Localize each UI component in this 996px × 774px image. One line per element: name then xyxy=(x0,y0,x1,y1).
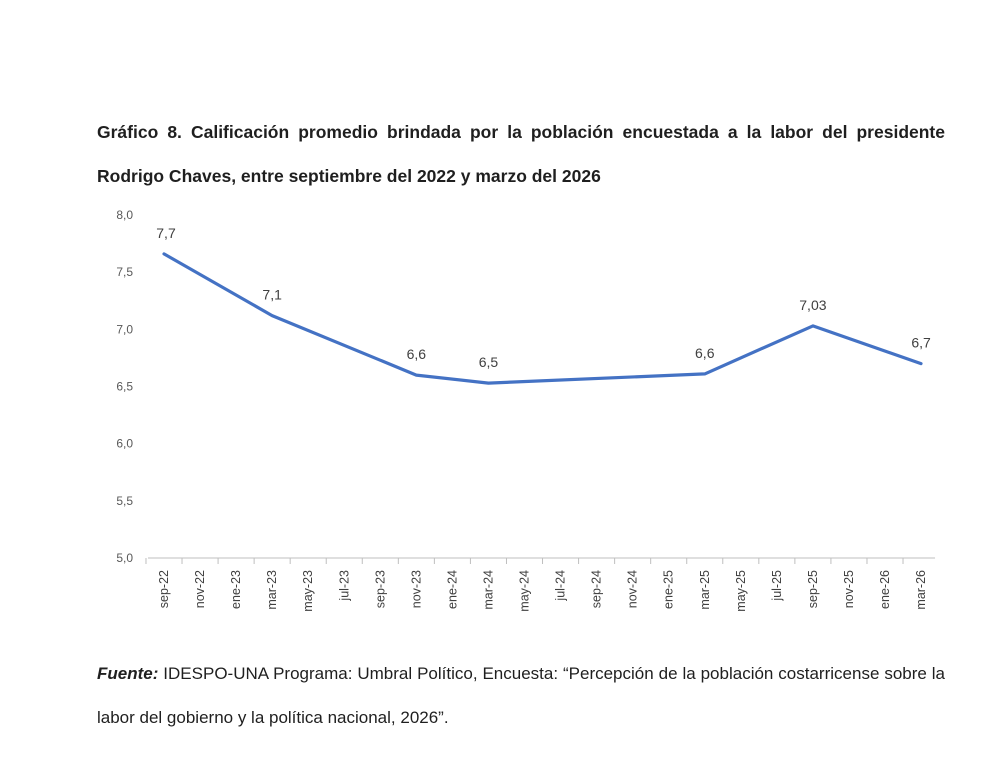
x-tick-label: jul-25 xyxy=(770,570,784,602)
x-axis: sep-22 nov-22 ene-23 mar-23 may-23 jul-23 sep-… xyxy=(145,558,928,612)
y-axis: 8,0 7,5 7,0 6,5 6,0 5,5 5,0 xyxy=(116,208,133,565)
data-label: 6,6 xyxy=(407,346,427,362)
data-label: 7,7 xyxy=(156,225,176,241)
data-label: 7,03 xyxy=(799,297,826,313)
x-tick-label: may-24 xyxy=(518,570,532,612)
data-label: 6,5 xyxy=(479,354,499,370)
y-tick-label: 6,5 xyxy=(116,380,133,394)
data-label: 6,6 xyxy=(695,345,715,361)
source-text: IDESPO-UNA Programa: Umbral Político, En… xyxy=(97,664,945,727)
data-label: 6,7 xyxy=(911,335,931,351)
y-tick-label: 5,0 xyxy=(116,551,133,565)
y-tick-label: 6,0 xyxy=(116,437,133,451)
chart-title: Gráfico 8. Calificación promedio brindad… xyxy=(97,122,945,186)
x-tick-label: ene-26 xyxy=(878,570,892,609)
x-tick-label: mar-25 xyxy=(698,570,712,610)
x-tick-label: may-25 xyxy=(734,570,748,612)
data-labels: 7,7 7,1 6,6 6,5 6,6 7,03 6,7 xyxy=(156,225,931,370)
y-tick-label: 5,5 xyxy=(116,494,133,508)
x-tick-label: mar-26 xyxy=(914,570,928,610)
y-tick-label: 8,0 xyxy=(116,208,133,222)
x-tick-label: nov-25 xyxy=(842,570,856,608)
x-tick-label: ene-24 xyxy=(445,570,459,609)
x-tick-label: sep-25 xyxy=(806,570,820,608)
y-tick-label: 7,5 xyxy=(116,265,133,279)
x-tick-label: mar-23 xyxy=(265,570,279,610)
x-tick-label: may-23 xyxy=(301,570,315,612)
y-tick-label: 7,0 xyxy=(116,322,133,336)
x-tick-label: sep-22 xyxy=(157,570,171,608)
x-tick-label: mar-24 xyxy=(481,570,495,610)
x-tick-label: sep-24 xyxy=(590,570,604,608)
source-label: Fuente: xyxy=(97,664,159,683)
x-tick-label: nov-22 xyxy=(193,570,207,608)
x-tick-label: jul-23 xyxy=(337,570,351,602)
x-tick-label: ene-23 xyxy=(229,570,243,609)
x-tick-label: sep-23 xyxy=(373,570,387,608)
x-tick-label: nov-23 xyxy=(409,570,423,608)
x-tick-label: ene-25 xyxy=(662,570,676,609)
source-note: Fuente: IDESPO-UNA Programa: Umbral Polí… xyxy=(97,652,945,740)
x-tick-label: jul-24 xyxy=(554,570,568,602)
series-line xyxy=(162,252,923,385)
data-label: 7,1 xyxy=(262,287,282,303)
x-tick-label: nov-24 xyxy=(626,570,640,608)
